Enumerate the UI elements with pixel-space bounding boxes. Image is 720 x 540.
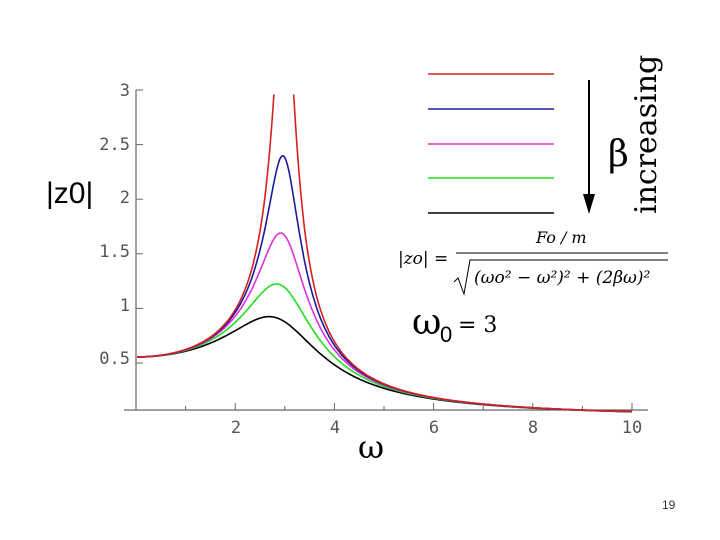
- x-tick-label: 2: [231, 418, 241, 438]
- amplitude-equation: |zo| = Fo / m (ωo² − ω²)² + (2βω)²: [398, 228, 668, 296]
- x-tick-label: 4: [330, 418, 340, 438]
- arrowhead-icon: [583, 194, 595, 214]
- omega-subscript: 0: [440, 322, 452, 347]
- omega-symbol: ω: [412, 302, 441, 343]
- x-tick-labels: 2 4 6 8 10: [231, 418, 642, 438]
- equation-lhs: |zo| =: [398, 249, 448, 269]
- response-curve: [137, 283, 632, 413]
- beta-symbol: β: [608, 134, 629, 175]
- response-curve: [137, 315, 632, 413]
- y-tick-label: 1.5: [99, 242, 130, 262]
- y-tick-label: 3: [120, 81, 130, 101]
- increasing-label: increasing: [629, 55, 664, 214]
- curves: [137, 94, 633, 413]
- x-tick-label: 8: [528, 418, 538, 438]
- omega0-value: = 3: [458, 313, 497, 338]
- legend: β increasing: [428, 55, 664, 214]
- x-axis-label: ω: [358, 428, 384, 466]
- x-tick-label: 6: [429, 418, 439, 438]
- x-tick-label: 10: [622, 418, 642, 438]
- equation-numerator: Fo / m: [535, 228, 587, 247]
- equation-denominator: (ωo² − ω²)² + (2βω)²: [474, 268, 651, 288]
- tick-marks: [136, 89, 633, 410]
- y-tick-label: 2: [120, 188, 130, 208]
- response-curve: [137, 94, 275, 358]
- omega0-annotation: ω 0 = 3: [412, 302, 497, 347]
- sqrt-icon: [453, 259, 668, 296]
- y-tick-label: 1: [120, 296, 130, 316]
- y-tick-label: 0.5: [99, 349, 130, 369]
- y-tick-label: 2.5: [99, 135, 130, 155]
- response-curve: [292, 94, 633, 413]
- y-axis-label: |z0|: [46, 177, 93, 210]
- y-tick-labels: 0.5 1 1.5 2 2.5 3: [99, 81, 130, 369]
- page-number: 19: [662, 498, 676, 512]
